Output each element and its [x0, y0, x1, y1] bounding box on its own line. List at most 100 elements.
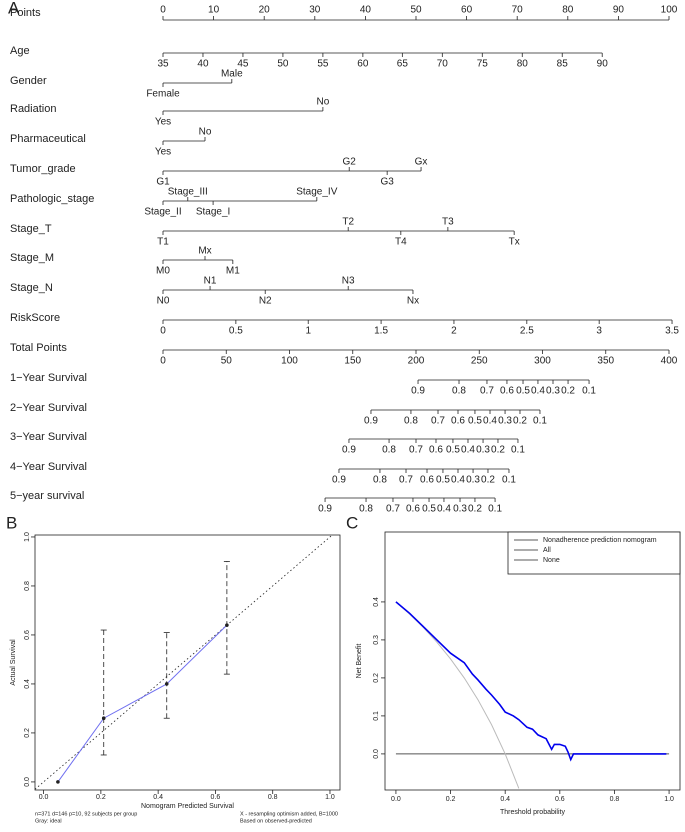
level-label: Yes: [155, 117, 171, 128]
level-label: 0.6: [420, 475, 434, 486]
level-label: No: [316, 97, 329, 108]
row-label: Pharmaceutical: [10, 133, 86, 145]
y-tick-label: 0.6: [24, 630, 31, 640]
level-label: 0.1: [511, 445, 525, 456]
level-label: 0.9: [411, 386, 425, 397]
level-label: No: [199, 127, 212, 138]
tick-label: 50: [221, 356, 233, 367]
tick-label: 300: [534, 356, 551, 367]
level-label: 0.4: [483, 416, 497, 427]
y-tick-label: 1.0: [24, 532, 31, 542]
level-label: 0.2: [468, 504, 482, 515]
level-label: 0.7: [386, 504, 400, 515]
y-tick-label: 0.0: [373, 749, 380, 759]
level-label: 0.5: [422, 504, 436, 515]
tick-label: 0: [160, 5, 166, 16]
tick-label: 20: [259, 5, 271, 16]
level-label: Stage_III: [168, 187, 208, 198]
level-label: 35: [157, 59, 169, 70]
level-label: G2: [343, 157, 357, 168]
panel-label: C: [346, 513, 358, 532]
level-label: 0.5: [468, 416, 482, 427]
row-label: Stage_T: [10, 223, 52, 235]
tick-label: 30: [309, 5, 321, 16]
tick-label: 350: [597, 356, 614, 367]
row-label: RiskScore: [10, 312, 60, 324]
level-label: 0.6: [429, 445, 443, 456]
series-line: [57, 624, 228, 783]
row-label: 3−Year Survival: [10, 431, 87, 443]
level-label: Nx: [407, 296, 419, 307]
y-tick-label: 0.0: [24, 777, 31, 787]
level-label: 0.1: [502, 475, 516, 486]
footnote: Gray: ideal: [35, 818, 62, 824]
level-label: Female: [146, 89, 180, 100]
y-tick-label: 0.2: [24, 728, 31, 738]
level-label: N2: [259, 296, 272, 307]
level-label: 2.5: [520, 326, 534, 337]
plot-area: [395, 601, 670, 789]
level-label: 90: [597, 59, 609, 70]
panel-label: B: [6, 513, 17, 532]
x-tick-label: 0.2: [96, 794, 106, 801]
panel-label: A: [8, 0, 20, 17]
y-tick-label: 0.2: [373, 673, 380, 683]
level-label: 3: [596, 326, 602, 337]
level-label: Yes: [155, 147, 171, 158]
level-label: 0.3: [476, 445, 490, 456]
level-label: T4: [395, 237, 407, 248]
level-label: 0.3: [466, 475, 480, 486]
level-label: Stage_II: [144, 207, 181, 218]
x-axis-label: Nomogram Predicted Survival: [141, 803, 234, 810]
y-axis-label: Net Benefit: [356, 644, 363, 679]
row-label: Points: [10, 7, 41, 19]
level-label: 0.3: [546, 386, 560, 397]
x-tick-label: 0.4: [500, 796, 510, 803]
level-label: 85: [557, 59, 569, 70]
footnote: X - resampling optimism added, B=1000: [240, 811, 338, 817]
level-label: 0.2: [491, 445, 505, 456]
level-label: Tx: [509, 237, 520, 248]
level-label: 0.5: [516, 386, 530, 397]
level-label: 50: [277, 59, 289, 70]
y-tick-label: 0.4: [24, 679, 31, 689]
level-label: 0.7: [399, 475, 413, 486]
row-label: Pathologic_stage: [10, 193, 94, 205]
x-tick-label: 1.0: [325, 794, 335, 801]
level-label: 0.2: [481, 475, 495, 486]
level-label: 0.2: [513, 416, 527, 427]
level-label: 0.9: [318, 504, 332, 515]
x-tick-label: 0.0: [391, 796, 401, 803]
level-label: 0.3: [453, 504, 467, 515]
tick-label: 70: [512, 5, 524, 16]
level-label: 70: [437, 59, 449, 70]
row-label: Total Points: [10, 342, 67, 354]
level-label: 65: [397, 59, 409, 70]
row-label: Tumor_grade: [10, 163, 76, 175]
legend-label: None: [543, 557, 560, 564]
level-label: M0: [156, 266, 170, 277]
level-label: G1: [156, 177, 170, 188]
level-label: 0.5: [436, 475, 450, 486]
series-line: [395, 601, 667, 762]
tick-label: 100: [661, 5, 678, 16]
row-label: 1−Year Survival: [10, 372, 87, 384]
level-label: 0.1: [533, 416, 547, 427]
level-label: 0.9: [342, 445, 356, 456]
level-label: 0.4: [437, 504, 451, 515]
x-tick-label: 0.0: [39, 794, 49, 801]
tick-label: 100: [281, 356, 298, 367]
level-label: T2: [342, 217, 354, 228]
tick-label: 200: [408, 356, 425, 367]
tick-label: 80: [562, 5, 574, 16]
level-label: 0.5: [446, 445, 460, 456]
level-label: 0.8: [404, 416, 418, 427]
level-label: 3.5: [665, 326, 679, 337]
series-line: [395, 601, 520, 789]
x-tick-label: 0.6: [555, 796, 565, 803]
footnote: Based on observed-predicted: [240, 818, 312, 824]
row-label: Gender: [10, 75, 47, 87]
tick-label: 400: [661, 356, 678, 367]
level-label: N1: [204, 276, 217, 287]
level-label: 0.4: [461, 445, 475, 456]
